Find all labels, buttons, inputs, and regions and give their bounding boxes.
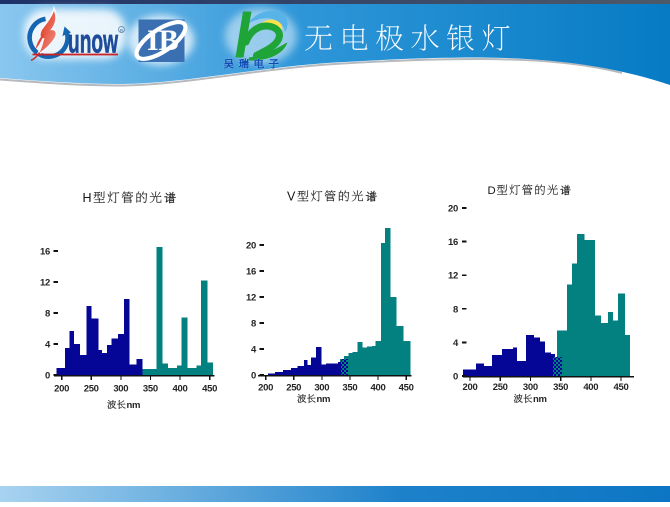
svg-text:20: 20 [246, 241, 256, 252]
svg-text:400: 400 [173, 384, 188, 395]
svg-text:nm: nm [317, 394, 331, 405]
svg-text:350: 350 [553, 382, 568, 393]
svg-text:unow: unow [68, 23, 118, 60]
svg-text:250: 250 [493, 382, 508, 393]
svg-text:8: 8 [453, 304, 458, 315]
svg-text:300: 300 [113, 384, 128, 395]
svg-text:450: 450 [202, 384, 217, 395]
svg-text:200: 200 [54, 384, 69, 395]
svg-text:400: 400 [583, 382, 598, 393]
svg-text:0: 0 [251, 371, 256, 382]
svg-text:350: 350 [143, 384, 158, 395]
svg-text:250: 250 [84, 384, 99, 395]
svg-text:H: H [83, 191, 92, 205]
svg-text:200: 200 [463, 382, 478, 393]
svg-text:8: 8 [45, 309, 50, 320]
svg-text:20: 20 [448, 204, 458, 215]
svg-text:16: 16 [448, 237, 458, 248]
svg-text:0: 0 [453, 372, 458, 383]
svg-text:nm: nm [533, 394, 547, 405]
svg-text:nm: nm [127, 400, 141, 411]
svg-text:16: 16 [246, 267, 256, 278]
svg-text:4: 4 [453, 338, 459, 349]
svg-text:16: 16 [40, 247, 50, 258]
svg-text:0: 0 [45, 371, 50, 382]
svg-text:200: 200 [258, 383, 273, 394]
svg-text:300: 300 [523, 382, 538, 393]
svg-text:4: 4 [251, 345, 257, 356]
svg-text:350: 350 [342, 383, 357, 394]
svg-text:250: 250 [286, 383, 301, 394]
svg-text:300: 300 [314, 383, 329, 394]
svg-text:400: 400 [371, 383, 386, 394]
svg-text:450: 450 [399, 383, 414, 394]
svg-text:4: 4 [45, 340, 51, 351]
svg-text:12: 12 [40, 278, 50, 289]
svg-text:12: 12 [448, 271, 458, 282]
svg-text:12: 12 [246, 293, 256, 304]
svg-text:R: R [120, 28, 124, 33]
svg-text:8: 8 [251, 319, 256, 330]
svg-text:D: D [488, 185, 496, 197]
svg-text:450: 450 [614, 382, 629, 393]
svg-text:V: V [287, 190, 296, 204]
